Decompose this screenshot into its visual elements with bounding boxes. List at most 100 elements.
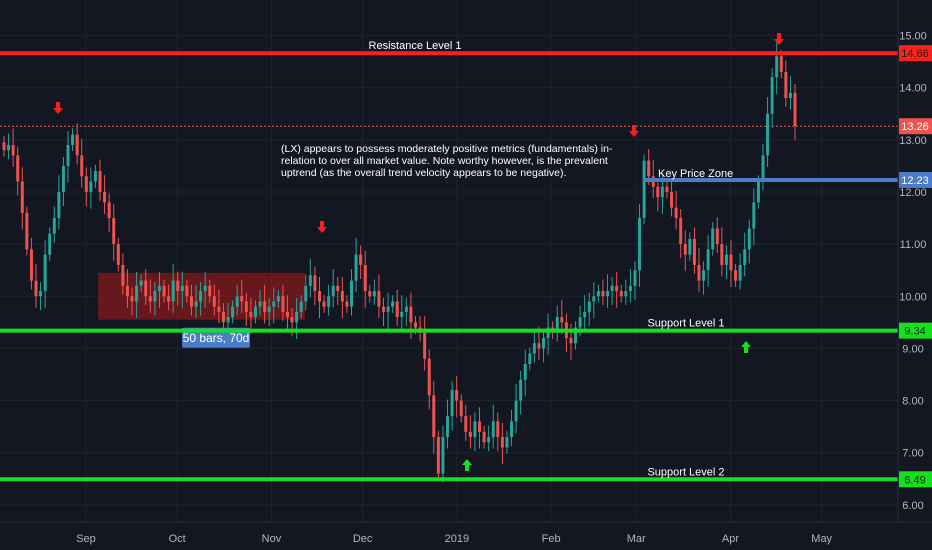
candle [423, 316, 427, 371]
candle [66, 130, 70, 183]
level-name: Support Level 2 [647, 466, 724, 478]
level-1[interactable]: Key Price Zone [643, 168, 898, 182]
candle [212, 284, 216, 316]
candle [20, 167, 24, 230]
candle-body [299, 301, 303, 312]
x-tick-label: Dec [353, 533, 373, 545]
candle [532, 331, 536, 363]
arrow-down-icon [774, 33, 784, 45]
candle [788, 76, 792, 110]
candle-body [441, 437, 445, 474]
candle-body [473, 421, 477, 438]
candle-body [752, 202, 756, 229]
candle [775, 42, 779, 94]
level-price-tag[interactable]: 12.23 [899, 171, 932, 188]
candle [555, 305, 559, 342]
price-tag-bg [899, 118, 932, 135]
time-axis[interactable]: Sep Oct Nov Dec 2019 Feb Mar Apr May [76, 533, 832, 545]
candle [711, 222, 715, 256]
candle-body [455, 390, 459, 401]
candle-body [514, 400, 518, 422]
candle-body [276, 296, 280, 302]
candle [135, 271, 139, 319]
level-name: Resistance Level 1 [369, 40, 462, 52]
candle-body [43, 254, 47, 292]
candle-body [48, 233, 52, 255]
candle-body [660, 186, 664, 198]
candle [519, 370, 523, 415]
candle-body [272, 301, 276, 307]
candle [574, 321, 578, 350]
candle-body [144, 280, 148, 297]
candle-body [103, 191, 107, 203]
candle [203, 271, 207, 308]
candle [487, 425, 491, 452]
candle [194, 284, 198, 319]
y-tick-label: 12.00 [899, 187, 927, 199]
candle-body [711, 228, 715, 250]
candle-body [153, 291, 157, 302]
candle-body [546, 327, 550, 338]
candle-body [468, 431, 472, 438]
candle-body [619, 291, 623, 297]
level-price-tag[interactable]: 6.49 [899, 471, 932, 488]
candle-body [688, 238, 692, 255]
candle [546, 313, 550, 355]
candle [116, 237, 120, 272]
level-0[interactable]: Resistance Level 1 [0, 40, 898, 56]
candle-body [11, 145, 15, 156]
candle [185, 279, 189, 303]
candle-body [84, 176, 88, 192]
candle [692, 227, 696, 274]
candle-body [496, 421, 500, 438]
candle-body [747, 228, 751, 250]
candle [459, 394, 463, 423]
candle [656, 177, 660, 212]
candle-body [285, 311, 289, 318]
candle-body [395, 301, 399, 318]
candle-body [112, 218, 116, 245]
level-name: Key Price Zone [658, 168, 733, 180]
price-tag-text: 13.26 [901, 121, 929, 133]
candle [478, 407, 482, 449]
x-tick-label: May [811, 533, 832, 545]
candle [377, 274, 381, 319]
level-2[interactable]: Support Level 1 [0, 318, 898, 333]
candle-body [482, 431, 486, 443]
horizontal-levels[interactable]: Resistance Level 1 Key Price Zone Support … [0, 40, 898, 482]
candle-body [606, 291, 610, 297]
candle-body [628, 285, 632, 292]
candle-body [478, 421, 482, 432]
candle [80, 138, 84, 188]
candle-body [532, 343, 536, 354]
candle [720, 227, 724, 277]
candle-body [20, 181, 24, 213]
candle-body [16, 155, 20, 182]
candle-body [249, 311, 253, 318]
last-price-tag[interactable]: 13.26 [899, 118, 932, 135]
candle [724, 245, 728, 280]
candle-body [528, 353, 532, 365]
candle [231, 300, 235, 324]
candle-body [642, 160, 646, 219]
candle [372, 279, 376, 306]
candle [427, 349, 431, 410]
candle-body [331, 285, 335, 297]
candle-body [729, 254, 733, 271]
candle [628, 269, 632, 303]
level-3[interactable]: Support Level 2 [0, 466, 898, 482]
candle [153, 282, 157, 316]
candle-body [670, 191, 674, 208]
candle [674, 190, 678, 230]
candle [327, 284, 331, 316]
level-price-tag[interactable]: 14.66 [899, 45, 932, 62]
price-axis[interactable]: 6.00 7.00 8.00 9.00 10.00 11.00 12.00 13.00 14.0… [899, 31, 932, 512]
candle-body [194, 301, 198, 307]
candle-body [788, 92, 792, 99]
level-price-tag[interactable]: 9.34 [899, 322, 932, 339]
annotation-text[interactable]: (LX) appears to possess moderately posit… [281, 143, 613, 179]
candle [354, 237, 358, 293]
candle [633, 261, 637, 300]
candle-body [592, 296, 596, 302]
